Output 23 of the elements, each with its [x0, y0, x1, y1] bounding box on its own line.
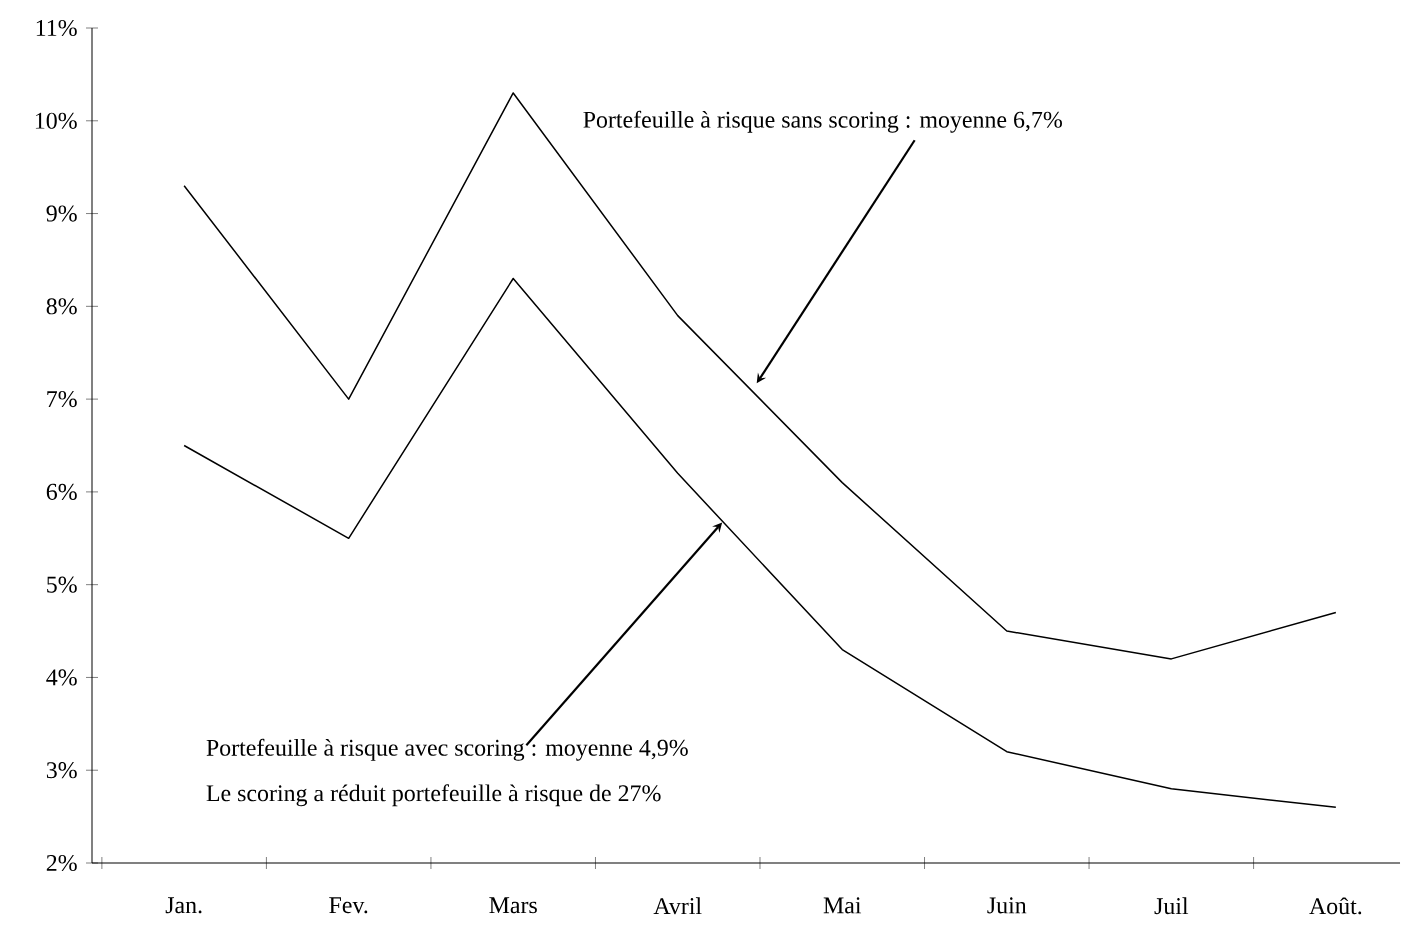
- x-tick-label: Jan.: [165, 897, 202, 914]
- x-tick-label: Fev.: [329, 897, 368, 914]
- y-tick-label: 4%: [46, 669, 77, 686]
- y-tick-label: 9%: [46, 205, 77, 222]
- x-tick-label: Juin: [987, 897, 1027, 914]
- annotation: Portefeuille à risque avec scoring : moyenne 4,9%: [206, 738, 688, 761]
- line-series: [183, 92, 1337, 660]
- y-tick-label: 2%: [46, 854, 77, 872]
- y-tick-label: 10%: [35, 112, 77, 129]
- x-tick-label: Juil: [1154, 897, 1189, 915]
- y-tick-label: 8%: [46, 298, 77, 315]
- line-series: [183, 277, 1337, 809]
- y-tick-label: 11%: [36, 19, 77, 37]
- y-tick-label: 7%: [47, 391, 77, 408]
- x-tick-label: Mai: [823, 897, 862, 914]
- x-tick-label: Avril: [653, 897, 702, 915]
- annotation: Le scoring a réduit portefeuille à risque de 27%: [206, 784, 661, 807]
- y-tick-label: 5%: [47, 576, 77, 593]
- y-tick-label: 6%: [46, 483, 77, 500]
- x-tick-label: Mars: [489, 897, 537, 914]
- y-tick-label: 3%: [46, 762, 77, 779]
- annotation: Portefeuille à risque sans scoring : moyenne 6,7%: [583, 110, 1062, 133]
- x-tick-label: Août.: [1309, 897, 1362, 915]
